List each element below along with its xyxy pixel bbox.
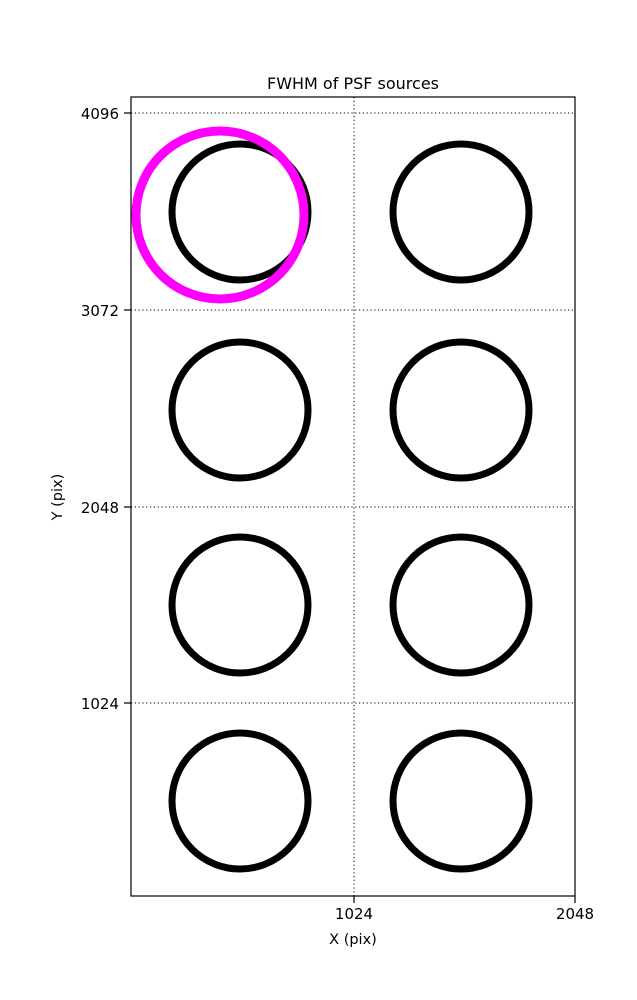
gridlines bbox=[131, 97, 575, 896]
psf-marker-source-3[interactable] bbox=[168, 338, 312, 482]
x-tick-label-1024: 1024 bbox=[335, 905, 373, 923]
x-axis-label: X (pix) bbox=[329, 932, 377, 948]
plot-area-background bbox=[131, 97, 575, 896]
y-axis-label: Y (pix) bbox=[50, 474, 66, 522]
highlight-markers bbox=[131, 126, 309, 304]
axes-frame bbox=[130, 96, 576, 897]
psf-marker-outlier-1[interactable] bbox=[131, 126, 309, 304]
y-tick-label-3072: 3072 bbox=[81, 302, 119, 320]
psf-marker-source-6[interactable] bbox=[389, 533, 533, 677]
x-tick-marks bbox=[353, 896, 576, 903]
psf-marker-source-5[interactable] bbox=[168, 533, 312, 677]
y-tick-label-1024: 1024 bbox=[81, 695, 119, 713]
x-tick-label-2048: 2048 bbox=[556, 905, 594, 923]
psf-marker-source-8[interactable] bbox=[389, 729, 533, 873]
psf-marker-source-7[interactable] bbox=[168, 729, 312, 873]
psf-marker-source-4[interactable] bbox=[389, 338, 533, 482]
y-tick-label-2048: 2048 bbox=[81, 499, 119, 517]
y-tick-marks bbox=[124, 112, 131, 704]
psf-source-markers bbox=[168, 140, 533, 873]
chart-title: FWHM of PSF sources bbox=[267, 74, 439, 93]
psf-marker-source-2[interactable] bbox=[389, 140, 533, 284]
y-tick-label-4096: 4096 bbox=[81, 105, 119, 123]
